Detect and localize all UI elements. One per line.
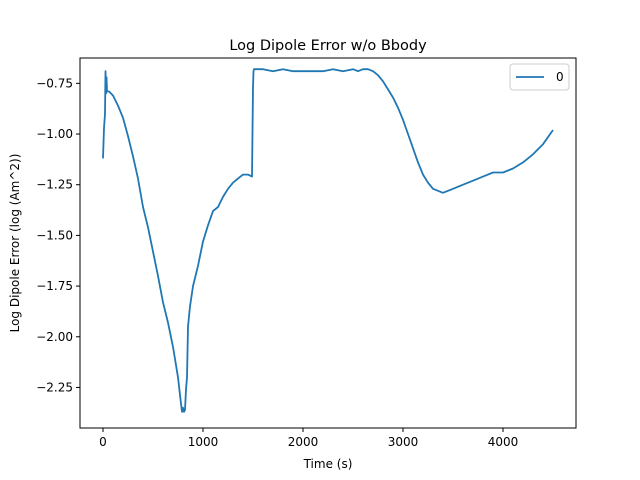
y-axis-label: Log Dipole Error (log (Am^2)): [8, 154, 22, 333]
y-tick-label: −1.75: [36, 279, 73, 293]
x-axis: 0 1000 2000 3000 4000: [99, 428, 518, 449]
legend-label: 0: [556, 70, 564, 84]
plot-area: [102, 68, 554, 413]
x-tick-label: 4000: [488, 435, 519, 449]
x-tick-label: 0: [99, 435, 107, 449]
y-tick-label: −1.00: [36, 127, 73, 141]
y-tick-label: −0.75: [36, 76, 73, 90]
chart-title: Log Dipole Error w/o Bbody: [229, 38, 427, 54]
y-tick-label: −1.50: [36, 228, 73, 242]
x-tick-label: 3000: [388, 435, 419, 449]
y-tick-label: −2.00: [36, 330, 73, 344]
plot-frame: [79, 57, 577, 429]
x-axis-label: Time (s): [303, 457, 353, 471]
y-axis: −2.25 −2.00 −1.75 −1.50 −1.25 −1.00 −0.75: [36, 76, 80, 394]
x-tick-label: 1000: [188, 435, 219, 449]
legend: 0: [509, 63, 570, 91]
y-tick-label: −1.25: [36, 178, 73, 192]
x-tick-label: 2000: [288, 435, 319, 449]
y-tick-label: −2.25: [36, 380, 73, 394]
series-line-0: [102, 68, 554, 413]
